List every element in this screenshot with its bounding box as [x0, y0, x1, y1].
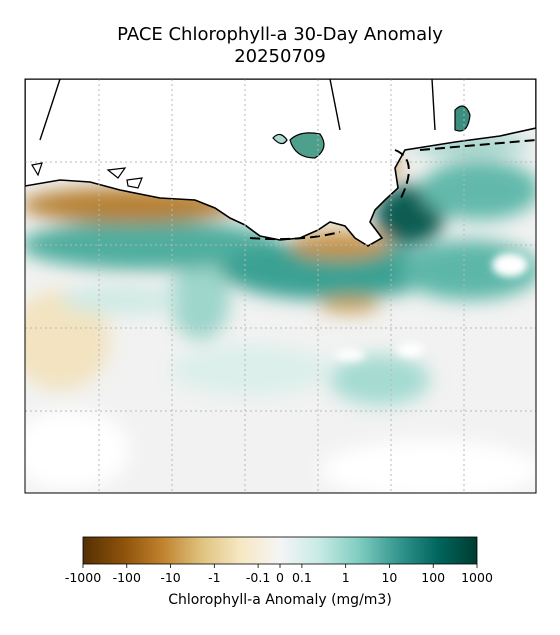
colorbar-tick-label: 100: [421, 570, 445, 585]
graticule: [25, 79, 536, 493]
islands: [31, 105, 471, 189]
colorbar-tick-label: -1000: [65, 570, 101, 585]
colorbar-tick-label: 10: [381, 570, 397, 585]
colorbar-tick-label: -0.1: [246, 570, 270, 585]
borders: [25, 79, 436, 141]
colorbar-tick-label: 0.1: [292, 570, 312, 585]
anomaly-field: [25, 135, 536, 493]
colorbar-tick-label: 1000: [461, 570, 493, 585]
colorbar-tick-label: -100: [113, 570, 141, 585]
title: PACE Chlorophyll-a 30-Day Anomaly: [117, 24, 443, 45]
map-frame: [24, 78, 537, 494]
colorbar-tick-label: 1: [342, 570, 350, 585]
map: [25, 79, 536, 493]
colorbar: [82, 536, 478, 565]
colorbar-tick-label: -10: [160, 570, 180, 585]
colorbar-tick-label: 0: [276, 570, 284, 585]
colorbar-tick-label: -1: [208, 570, 220, 585]
boundary: [249, 139, 536, 241]
clouds: [335, 253, 528, 361]
colorbar-label: Chlorophyll-a Anomaly (mg/m3): [168, 592, 392, 608]
date: 20250709: [234, 46, 326, 67]
